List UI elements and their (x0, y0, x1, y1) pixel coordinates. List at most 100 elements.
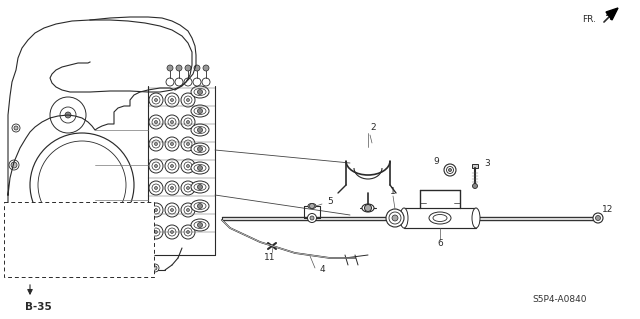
Text: 12: 12 (602, 205, 614, 214)
Circle shape (181, 115, 195, 129)
Circle shape (168, 118, 176, 126)
Bar (472, 164, 478, 168)
Circle shape (152, 184, 160, 192)
Circle shape (65, 112, 71, 118)
Ellipse shape (194, 203, 206, 210)
Circle shape (184, 228, 192, 236)
Circle shape (186, 121, 189, 123)
Circle shape (198, 184, 202, 189)
Text: 8: 8 (79, 220, 85, 229)
Circle shape (184, 96, 192, 104)
Ellipse shape (191, 219, 209, 231)
Circle shape (165, 115, 179, 129)
Circle shape (100, 253, 104, 257)
Circle shape (154, 121, 157, 123)
Circle shape (94, 247, 110, 263)
Circle shape (167, 65, 173, 71)
Ellipse shape (194, 165, 206, 172)
Circle shape (389, 212, 401, 224)
Circle shape (56, 159, 108, 211)
Circle shape (449, 168, 451, 172)
Text: S5P4-A0840: S5P4-A0840 (532, 295, 588, 305)
Circle shape (444, 164, 456, 176)
Circle shape (365, 204, 371, 211)
Circle shape (186, 99, 189, 101)
Ellipse shape (362, 204, 374, 212)
Circle shape (170, 231, 173, 234)
Circle shape (17, 223, 27, 233)
Circle shape (154, 99, 157, 101)
Text: 2: 2 (370, 122, 376, 131)
Text: 9: 9 (433, 158, 439, 167)
Text: FR.: FR. (582, 16, 596, 25)
Circle shape (186, 187, 189, 189)
Circle shape (176, 65, 182, 71)
Circle shape (149, 115, 163, 129)
Circle shape (14, 126, 18, 130)
Circle shape (149, 203, 163, 217)
Text: 1: 1 (390, 188, 396, 197)
Circle shape (181, 181, 195, 195)
Circle shape (198, 222, 202, 227)
Circle shape (38, 141, 126, 229)
Circle shape (194, 65, 200, 71)
Circle shape (152, 118, 160, 126)
Ellipse shape (308, 204, 316, 209)
Circle shape (151, 264, 159, 272)
Text: 6: 6 (437, 240, 443, 249)
Circle shape (44, 147, 120, 223)
Bar (76, 233, 84, 241)
Circle shape (12, 124, 20, 132)
Bar (52, 231, 74, 243)
Circle shape (149, 181, 163, 195)
Circle shape (152, 140, 160, 148)
Circle shape (166, 78, 174, 86)
Circle shape (154, 231, 157, 234)
Circle shape (186, 143, 189, 145)
Circle shape (198, 128, 202, 132)
Circle shape (74, 177, 90, 193)
Circle shape (386, 209, 404, 227)
Circle shape (97, 250, 107, 260)
Ellipse shape (429, 212, 451, 224)
Circle shape (152, 162, 160, 170)
Circle shape (472, 183, 477, 189)
Circle shape (154, 187, 157, 189)
Text: 7: 7 (97, 220, 103, 229)
Circle shape (154, 209, 157, 211)
Bar (404, 208, 476, 228)
Text: B-35: B-35 (24, 302, 51, 312)
Circle shape (181, 93, 195, 107)
Circle shape (50, 97, 86, 133)
Circle shape (168, 184, 176, 192)
Ellipse shape (194, 108, 206, 115)
Circle shape (181, 137, 195, 151)
Ellipse shape (194, 183, 206, 190)
Circle shape (184, 162, 192, 170)
Circle shape (170, 99, 173, 101)
Circle shape (153, 266, 157, 270)
Circle shape (198, 204, 202, 209)
Ellipse shape (472, 208, 480, 228)
Circle shape (78, 235, 82, 239)
Ellipse shape (191, 181, 209, 193)
Bar (91, 228, 99, 232)
Circle shape (595, 216, 600, 220)
Ellipse shape (191, 200, 209, 212)
Ellipse shape (191, 105, 209, 117)
Text: 11: 11 (264, 254, 276, 263)
Circle shape (165, 159, 179, 173)
Circle shape (202, 78, 210, 86)
Ellipse shape (191, 162, 209, 174)
Circle shape (198, 90, 202, 94)
Ellipse shape (433, 214, 447, 221)
Ellipse shape (400, 208, 408, 228)
Circle shape (165, 225, 179, 239)
Circle shape (184, 78, 192, 86)
Circle shape (181, 203, 195, 217)
Circle shape (198, 146, 202, 152)
Circle shape (93, 242, 97, 248)
Circle shape (86, 264, 94, 272)
Circle shape (60, 107, 76, 123)
Circle shape (165, 93, 179, 107)
